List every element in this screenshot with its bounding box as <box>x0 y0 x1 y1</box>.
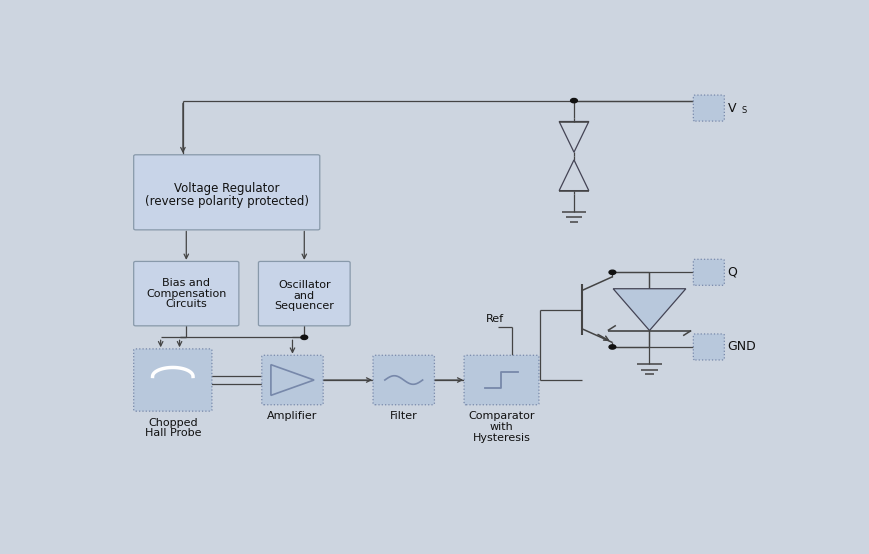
Text: Amplifier: Amplifier <box>267 411 317 421</box>
Text: Oscillator: Oscillator <box>278 280 330 290</box>
Text: Hysteresis: Hysteresis <box>472 433 530 443</box>
Text: Compensation: Compensation <box>146 289 226 299</box>
FancyBboxPatch shape <box>134 349 212 411</box>
Text: Bias and: Bias and <box>163 278 210 288</box>
Text: Sequencer: Sequencer <box>274 301 334 311</box>
FancyBboxPatch shape <box>258 261 349 326</box>
Text: Filter: Filter <box>389 411 417 421</box>
Text: with: with <box>489 422 513 432</box>
FancyBboxPatch shape <box>134 261 239 326</box>
FancyBboxPatch shape <box>373 355 434 405</box>
Text: Comparator: Comparator <box>468 411 534 421</box>
Circle shape <box>608 270 615 274</box>
Text: V: V <box>726 101 735 115</box>
Text: Hall Probe: Hall Probe <box>144 428 201 438</box>
Text: and: and <box>294 291 315 301</box>
FancyBboxPatch shape <box>134 155 320 230</box>
FancyBboxPatch shape <box>693 95 724 121</box>
Text: Ref: Ref <box>485 314 503 324</box>
Polygon shape <box>613 289 685 331</box>
Circle shape <box>301 335 308 340</box>
FancyBboxPatch shape <box>693 259 724 285</box>
Circle shape <box>608 345 615 349</box>
Text: GND: GND <box>726 341 755 353</box>
Text: Chopped: Chopped <box>148 418 197 428</box>
Circle shape <box>570 99 577 102</box>
Text: Q: Q <box>726 266 737 279</box>
Text: Voltage Regulator: Voltage Regulator <box>174 182 279 194</box>
FancyBboxPatch shape <box>693 334 724 360</box>
Text: S: S <box>740 106 746 115</box>
FancyBboxPatch shape <box>262 355 322 405</box>
FancyBboxPatch shape <box>463 355 538 405</box>
Text: (reverse polarity protected): (reverse polarity protected) <box>144 195 308 208</box>
Text: Circuits: Circuits <box>165 299 207 309</box>
